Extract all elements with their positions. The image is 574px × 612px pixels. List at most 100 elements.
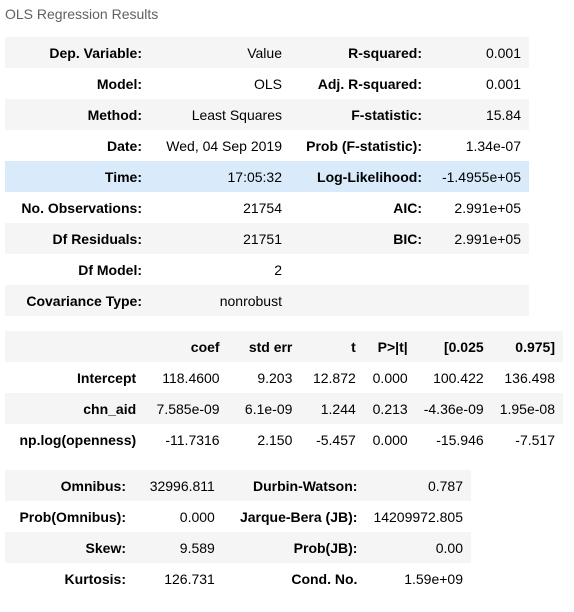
coef-row: Intercept 118.4600 9.203 12.872 0.000 10… [5, 362, 563, 393]
diagnostics-table: Omnibus: 32996.811 Durbin-Watson: 0.787 … [5, 470, 471, 594]
summary-label: Covariance Type: [26, 292, 142, 309]
diagnostics-row: Skew: 9.589 Prob(JB): 0.00 [5, 532, 471, 563]
coef-header: [0.025 [443, 338, 484, 355]
summary-value: 15.84 [485, 106, 521, 123]
coef-header-row: coef std err t P>|t| [0.025 0.975] [5, 331, 563, 362]
summary-label: Dep. Variable: [49, 44, 142, 61]
coef-row: chn_aid 7.585e-09 6.1e-09 1.244 0.213 -4… [5, 393, 563, 424]
summary-row: Df Residuals: 21751 BIC: 2.991e+05 [5, 223, 529, 254]
summary-value: 1.34e-07 [465, 137, 521, 154]
diagnostics-label: Kurtosis: [64, 570, 126, 587]
summary-value: 17:05:32 [227, 168, 283, 185]
diagnostics-value: 9.589 [179, 539, 215, 556]
summary-label: AIC: [393, 199, 422, 216]
diagnostics-value: 0.787 [427, 477, 463, 494]
summary-label: Method: [87, 106, 142, 123]
diagnostics-label: Durbin-Watson: [252, 477, 358, 494]
diagnostics-label: Prob(Omnibus): [19, 508, 126, 525]
summary-label [290, 254, 430, 285]
diagnostics-label: Prob(JB): [293, 539, 358, 556]
coef-t: -5.457 [316, 431, 356, 448]
summary-row: Dep. Variable: Value R-squared: 0.001 [5, 37, 529, 68]
summary-value: 2.991e+05 [454, 230, 521, 247]
summary-label: Df Model: [78, 261, 142, 278]
summary-value: OLS [253, 75, 282, 92]
diagnostics-value: 126.731 [164, 570, 215, 587]
summary-label: Log-Likelihood: [317, 168, 422, 185]
coef-ci-high: 1.95e-08 [499, 400, 555, 417]
coef-value: 7.585e-09 [156, 400, 220, 417]
diagnostics-row: Omnibus: 32996.811 Durbin-Watson: 0.787 [5, 470, 471, 501]
summary-row: Model: OLS Adj. R-squared: 0.001 [5, 68, 529, 99]
diagnostics-row: Prob(Omnibus): 0.000 Jarque-Bera (JB): 1… [5, 501, 471, 532]
coef-value: -11.7316 [165, 431, 220, 448]
summary-value: 0.001 [485, 75, 521, 92]
coef-header [5, 331, 144, 362]
coef-header: t [351, 338, 356, 355]
coef-row: np.log(openness) -11.7316 2.150 -5.457 0… [5, 424, 563, 455]
coef-header: std err [248, 338, 293, 355]
coef-std-err: 2.150 [257, 431, 293, 448]
results-caption: OLS Regression Results [5, 6, 159, 22]
coef-ci-high: -7.517 [515, 431, 555, 448]
diagnostics-value: 1.59e+09 [404, 570, 463, 587]
coef-p: 0.000 [372, 431, 408, 448]
diagnostics-label: Cond. No. [291, 570, 358, 587]
summary-label: Df Residuals: [52, 230, 142, 247]
summary-label: Date: [106, 137, 142, 154]
summary-label: R-squared: [348, 44, 422, 61]
summary-row: Date: Wed, 04 Sep 2019 Prob (F-statistic… [5, 130, 529, 161]
summary-value [430, 254, 529, 285]
coef-p: 0.213 [372, 400, 408, 417]
diagnostics-value: 32996.811 [149, 477, 215, 494]
coef-variable: chn_aid [83, 400, 137, 417]
summary-label: Prob (F-statistic): [306, 137, 422, 154]
diagnostics-value: 0.00 [435, 539, 463, 556]
diagnostics-label: Jarque-Bera (JB): [239, 508, 358, 525]
summary-value: -1.4955e+05 [441, 168, 521, 185]
coef-header: 0.975] [515, 338, 555, 355]
summary-value: 21754 [243, 199, 282, 216]
model-summary-table: Dep. Variable: Value R-squared: 0.001 Mo… [5, 37, 529, 316]
summary-row: Method: Least Squares F-statistic: 15.84 [5, 99, 529, 130]
summary-value: Value [247, 44, 282, 61]
summary-row-highlighted[interactable]: Time: 17:05:32 Log-Likelihood: -1.4955e+… [5, 161, 529, 192]
coef-ci-low: -4.36e-09 [423, 400, 484, 417]
summary-value: 2.991e+05 [454, 199, 521, 216]
summary-row: Df Model: 2 [5, 254, 529, 285]
coef-ci-low: -15.946 [436, 431, 484, 448]
coef-std-err: 6.1e-09 [244, 400, 293, 417]
summary-label [290, 285, 430, 316]
coef-value: 118.4600 [162, 369, 220, 386]
coef-t: 12.872 [312, 369, 356, 386]
summary-value: Wed, 04 Sep 2019 [166, 137, 282, 154]
diagnostics-label: Skew: [85, 539, 126, 556]
summary-label: Adj. R-squared: [317, 75, 422, 92]
summary-label: Model: [96, 75, 142, 92]
summary-row: No. Observations: 21754 AIC: 2.991e+05 [5, 192, 529, 223]
summary-value: 2 [274, 261, 282, 278]
summary-label: No. Observations: [21, 199, 142, 216]
coef-std-err: 9.203 [257, 369, 293, 386]
summary-label: Time: [104, 168, 142, 185]
diagnostics-value: 0.000 [179, 508, 215, 525]
summary-value: Least Squares [191, 106, 282, 123]
coef-header: coef [190, 338, 220, 355]
summary-value: 21751 [243, 230, 282, 247]
summary-value: 0.001 [485, 44, 521, 61]
diagnostics-row: Kurtosis: 126.731 Cond. No. 1.59e+09 [5, 563, 471, 594]
coef-ci-low: 100.422 [433, 369, 484, 386]
coef-ci-high: 136.498 [504, 369, 555, 386]
coef-header: P>|t| [377, 338, 408, 355]
summary-value: nonrobust [219, 292, 282, 309]
coef-variable: Intercept [77, 369, 137, 386]
coef-t: 1.244 [320, 400, 356, 417]
coef-p: 0.000 [372, 369, 408, 386]
coef-variable: np.log(openness) [19, 431, 137, 448]
summary-value [430, 285, 529, 316]
diagnostics-value: 14209972.805 [373, 508, 463, 525]
summary-label: F-statistic: [351, 106, 422, 123]
diagnostics-label: Omnibus: [60, 477, 126, 494]
coefficients-table: coef std err t P>|t| [0.025 0.975] Inter… [5, 331, 563, 455]
summary-label: BIC: [393, 230, 422, 247]
